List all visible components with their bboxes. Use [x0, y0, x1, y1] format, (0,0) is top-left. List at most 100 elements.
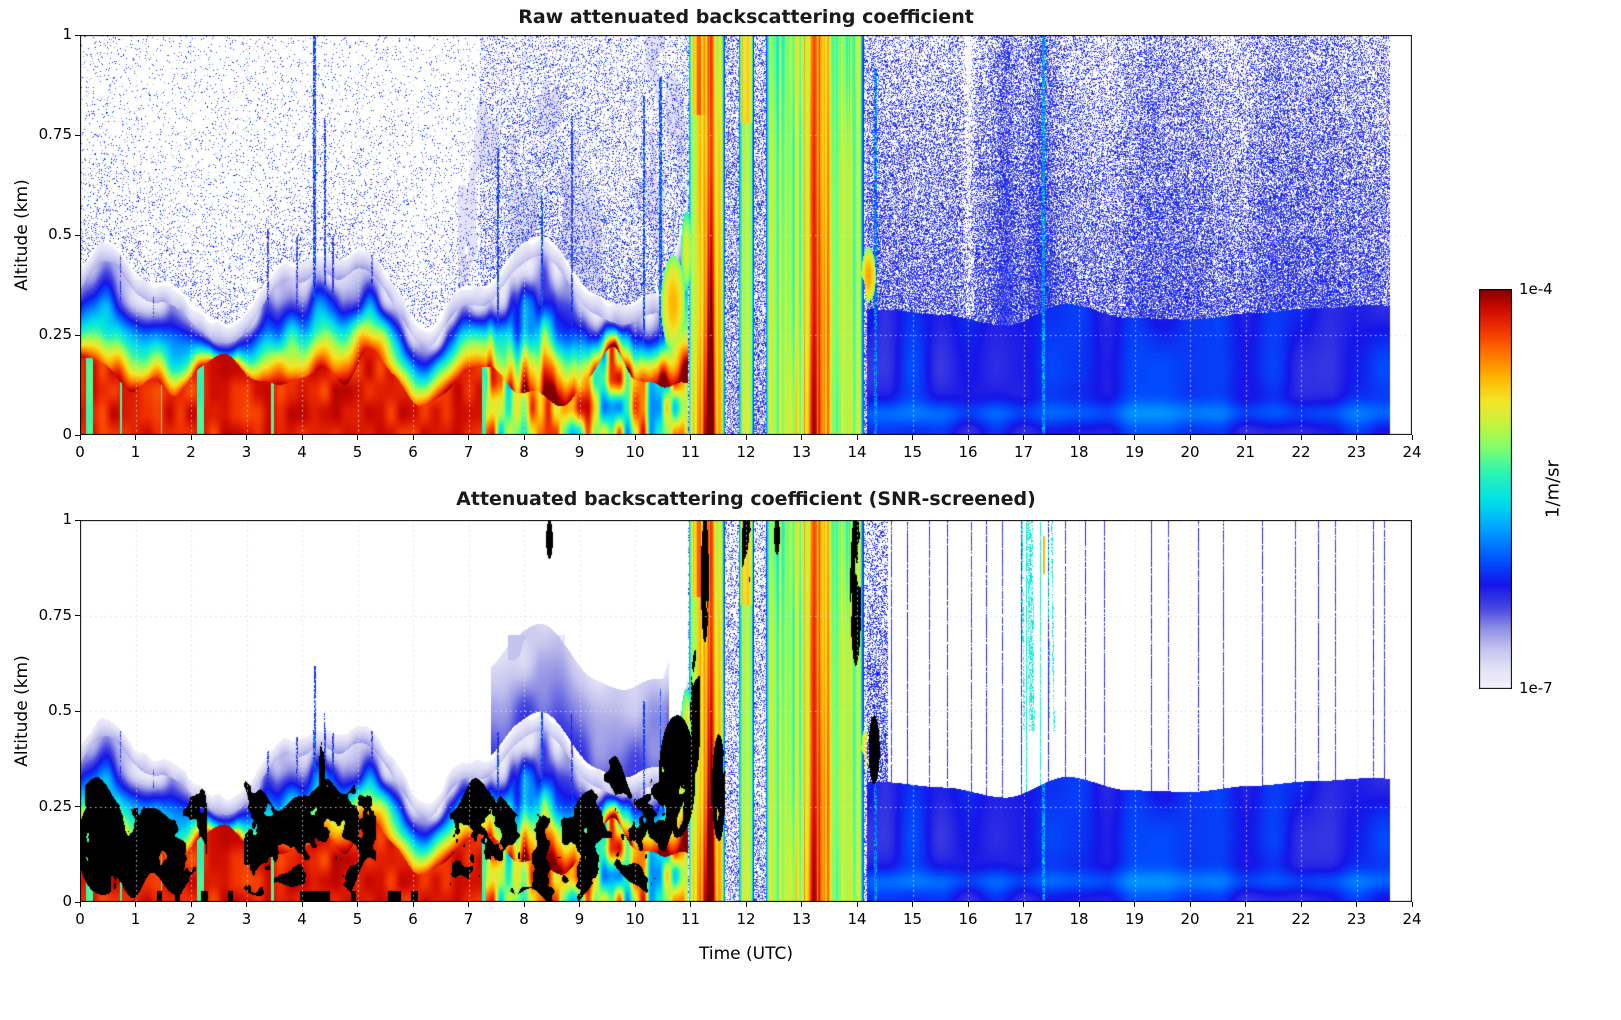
- x-tick-label: 7: [463, 910, 474, 928]
- x-tick-label: 23: [1346, 443, 1367, 461]
- x-tick-mark: [1189, 435, 1191, 440]
- colorbar: [1479, 289, 1512, 689]
- y-tick-label: 0.25: [38, 796, 72, 815]
- x-tick-label: 3: [241, 910, 252, 928]
- x-tick-mark: [967, 435, 969, 440]
- x-tick-mark: [1078, 902, 1080, 907]
- y-tick-mark: [75, 806, 80, 807]
- x-tick-mark: [135, 902, 136, 907]
- x-tick-mark: [523, 902, 525, 907]
- x-tick-mark: [1300, 435, 1302, 440]
- x-axis-label: Time (UTC): [699, 944, 793, 964]
- x-tick-mark: [1245, 902, 1246, 907]
- x-tick-label: 24: [1402, 910, 1422, 928]
- x-tick-mark: [1134, 902, 1135, 907]
- x-tick-mark: [1023, 902, 1024, 907]
- x-tick-label: 3: [241, 443, 252, 461]
- x-tick-label: 18: [1069, 910, 1089, 928]
- x-tick-mark: [79, 435, 81, 440]
- x-tick-mark: [690, 902, 691, 907]
- y-tick-mark: [75, 434, 80, 436]
- x-tick-mark: [1134, 435, 1135, 440]
- y-tick-label: 0.25: [38, 325, 72, 343]
- x-tick-mark: [912, 435, 913, 440]
- x-tick-mark: [579, 435, 580, 440]
- y-tick-mark: [75, 710, 80, 712]
- x-tick-label: 0: [75, 910, 85, 928]
- x-tick-label: 17: [1013, 443, 1034, 461]
- x-tick-label: 23: [1346, 910, 1367, 928]
- x-tick-mark: [1300, 902, 1302, 907]
- x-tick-label: 6: [408, 443, 418, 461]
- x-tick-mark: [190, 902, 192, 907]
- x-tick-label: 20: [1180, 443, 1200, 461]
- x-tick-label: 4: [297, 910, 307, 928]
- x-tick-label: 18: [1069, 443, 1089, 461]
- x-tick-mark: [79, 902, 81, 907]
- colorbar-unit-label: 1/m/sr: [1542, 460, 1564, 518]
- x-tick-mark: [190, 435, 192, 440]
- heatmap-raw: [80, 35, 1412, 435]
- x-tick-mark: [579, 902, 580, 907]
- y-tick-label: 0: [62, 425, 72, 443]
- x-tick-label: 14: [847, 910, 867, 928]
- panel-title-screened: Attenuated backscattering coefficient (S…: [456, 488, 1036, 510]
- x-tick-mark: [1245, 435, 1246, 440]
- x-tick-label: 6: [408, 910, 418, 928]
- x-tick-mark: [801, 435, 802, 440]
- x-tick-label: 19: [1124, 910, 1145, 928]
- x-tick-mark: [357, 435, 358, 440]
- x-tick-mark: [135, 435, 136, 440]
- x-tick-mark: [523, 435, 525, 440]
- x-tick-label: 1: [130, 910, 141, 928]
- x-tick-mark: [634, 435, 636, 440]
- x-tick-label: 8: [519, 443, 529, 461]
- heatmap-screened: [80, 520, 1412, 902]
- y-tick-mark: [75, 134, 80, 136]
- x-tick-label: 11: [680, 910, 701, 928]
- x-tick-label: 15: [902, 910, 923, 928]
- y-tick-mark: [75, 34, 80, 36]
- x-tick-mark: [801, 902, 802, 907]
- y-tick-label: 0.75: [38, 605, 72, 624]
- x-tick-mark: [912, 902, 913, 907]
- x-tick-mark: [690, 435, 691, 440]
- x-tick-label: 9: [574, 443, 585, 461]
- y-tick-mark: [75, 234, 80, 236]
- x-tick-label: 20: [1180, 910, 1200, 928]
- x-tick-mark: [745, 435, 747, 440]
- x-tick-label: 17: [1013, 910, 1034, 928]
- panel-title-raw: Raw attenuated backscattering coefficien…: [518, 6, 974, 28]
- x-tick-mark: [301, 902, 303, 907]
- x-tick-label: 2: [186, 443, 196, 461]
- x-tick-mark: [856, 902, 858, 907]
- x-tick-label: 22: [1291, 910, 1311, 928]
- x-tick-mark: [246, 902, 247, 907]
- x-tick-label: 13: [791, 910, 812, 928]
- x-tick-label: 12: [736, 910, 756, 928]
- x-tick-mark: [745, 902, 747, 907]
- x-tick-label: 10: [625, 910, 645, 928]
- y-tick-label: 0.5: [48, 225, 72, 243]
- y-tick-mark: [75, 334, 80, 336]
- x-tick-label: 7: [463, 443, 474, 461]
- x-tick-mark: [246, 435, 247, 440]
- x-tick-mark: [468, 902, 469, 907]
- x-tick-label: 2: [186, 910, 196, 928]
- x-tick-label: 11: [680, 443, 701, 461]
- x-tick-label: 4: [297, 443, 307, 461]
- x-tick-label: 16: [958, 910, 978, 928]
- x-tick-mark: [357, 902, 358, 907]
- x-tick-label: 24: [1402, 443, 1422, 461]
- y-tick-mark: [75, 615, 80, 616]
- x-tick-mark: [634, 902, 636, 907]
- x-tick-label: 14: [847, 443, 867, 461]
- x-tick-label: 0: [75, 443, 85, 461]
- x-tick-label: 21: [1235, 910, 1256, 928]
- x-tick-label: 16: [958, 443, 978, 461]
- x-tick-mark: [856, 435, 858, 440]
- x-tick-label: 9: [574, 910, 585, 928]
- x-tick-label: 21: [1235, 443, 1256, 461]
- x-tick-mark: [1411, 435, 1413, 440]
- x-tick-label: 8: [519, 910, 529, 928]
